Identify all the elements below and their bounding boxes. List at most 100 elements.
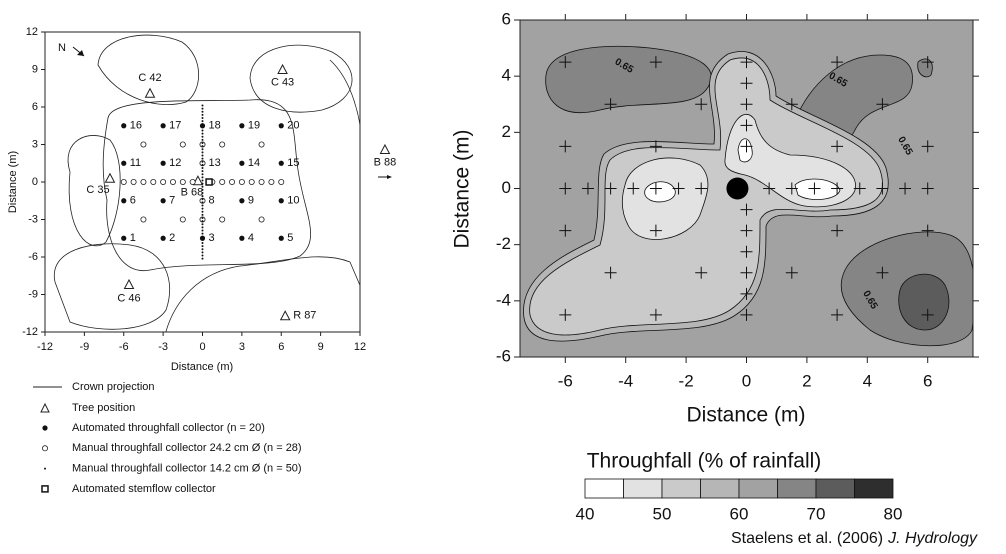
- crown: [329, 59, 360, 129]
- collector: [201, 107, 204, 110]
- x-axis-label: Distance (m): [171, 361, 233, 373]
- collector: [201, 123, 204, 126]
- collector: [921, 182, 934, 195]
- colorbar-tick-label: 50: [653, 504, 672, 523]
- contour-band: [898, 273, 950, 331]
- collector: [201, 238, 204, 241]
- y-tick-label: 12: [26, 26, 38, 38]
- collector: [627, 182, 640, 195]
- collector: [160, 178, 167, 185]
- collector: [876, 266, 889, 279]
- north-label: N: [58, 42, 66, 54]
- y-tick-label: 3: [32, 138, 38, 150]
- collector-label: 18: [209, 120, 221, 132]
- collector: [921, 56, 934, 69]
- collector: [201, 229, 204, 232]
- collector: [121, 198, 127, 204]
- collector: [695, 182, 708, 195]
- tree-label: B 68: [181, 187, 204, 199]
- collector: [604, 182, 617, 195]
- y-tick-label: 6: [32, 101, 38, 113]
- collector-label: 10: [287, 195, 299, 207]
- collector: [160, 235, 166, 241]
- collector: [160, 198, 166, 204]
- collector: [120, 178, 127, 185]
- legend-label: Crown projection: [72, 381, 155, 393]
- legend-label: Manual throughfall collector 24.2 cm Ø (…: [72, 442, 302, 454]
- x-tick-label: 2: [802, 371, 811, 390]
- legend-symbol: [42, 425, 48, 431]
- collector: [695, 98, 708, 111]
- legend: Crown projection Tree position: [33, 381, 155, 414]
- collector: [201, 257, 204, 260]
- x-tick-label: 6: [278, 341, 284, 353]
- collector-label: 11: [130, 157, 141, 169]
- collector: [201, 198, 204, 201]
- x-axis-label: Distance (m): [686, 404, 805, 427]
- y-tick-label: 0: [32, 176, 38, 188]
- collector: [201, 148, 204, 151]
- collector: [740, 308, 753, 321]
- collector: [785, 182, 798, 195]
- y-tick-label: -6: [28, 251, 38, 263]
- crown: [165, 256, 360, 332]
- collector: [121, 160, 127, 166]
- contour-band: [917, 58, 933, 78]
- collector: [649, 56, 662, 69]
- collector: [229, 178, 236, 185]
- collector: [559, 182, 572, 195]
- collector: [559, 224, 572, 237]
- collector: [201, 154, 204, 157]
- collector: [921, 308, 934, 321]
- contour-band: [737, 138, 753, 163]
- collector: [695, 266, 708, 279]
- collector: [199, 235, 206, 241]
- collector: [740, 287, 753, 300]
- collector: [201, 173, 204, 176]
- collector: [649, 140, 662, 153]
- y-tick-label: -6: [496, 346, 511, 365]
- y-tick-label: -3: [28, 213, 38, 225]
- collector-label: 13: [209, 157, 221, 169]
- collector: [201, 207, 204, 210]
- collector: [831, 308, 844, 321]
- collector: [201, 185, 204, 188]
- collector: [853, 182, 866, 195]
- collector: [258, 216, 265, 223]
- contour-band: [545, 45, 712, 113]
- y-axis-label: Distance (m): [451, 129, 474, 248]
- collector: [763, 182, 776, 195]
- legend-symbol: [41, 485, 49, 493]
- collector: [201, 120, 204, 123]
- north-arrow-head: [77, 50, 84, 56]
- collector: [150, 178, 157, 185]
- crown: [249, 44, 353, 113]
- collector: [278, 235, 284, 241]
- collector: [201, 113, 204, 116]
- collector-label: 2: [169, 232, 175, 244]
- collector: [130, 178, 137, 185]
- collector: [201, 235, 204, 238]
- contour-band: [644, 181, 676, 203]
- x-tick-label: 4: [863, 371, 872, 390]
- collector: [785, 266, 798, 279]
- x-tick-label: 6: [923, 371, 932, 390]
- collector: [201, 248, 204, 251]
- collector: [121, 123, 127, 129]
- collector: [201, 195, 204, 198]
- collector: [201, 216, 204, 219]
- y-axis-label: Distance (m): [7, 151, 19, 213]
- collector: [248, 178, 255, 185]
- x-tick-label: 0: [742, 371, 751, 390]
- collector: [201, 241, 204, 244]
- collector: [179, 178, 186, 185]
- collector-label: 12: [169, 157, 181, 169]
- collector: [160, 160, 166, 166]
- tree-marker: [104, 172, 116, 183]
- collector: [201, 232, 204, 235]
- x-tick-label: -12: [37, 341, 53, 353]
- y-tick-label: 4: [502, 66, 511, 85]
- collector-label: 6: [130, 195, 136, 207]
- collector: [278, 178, 285, 185]
